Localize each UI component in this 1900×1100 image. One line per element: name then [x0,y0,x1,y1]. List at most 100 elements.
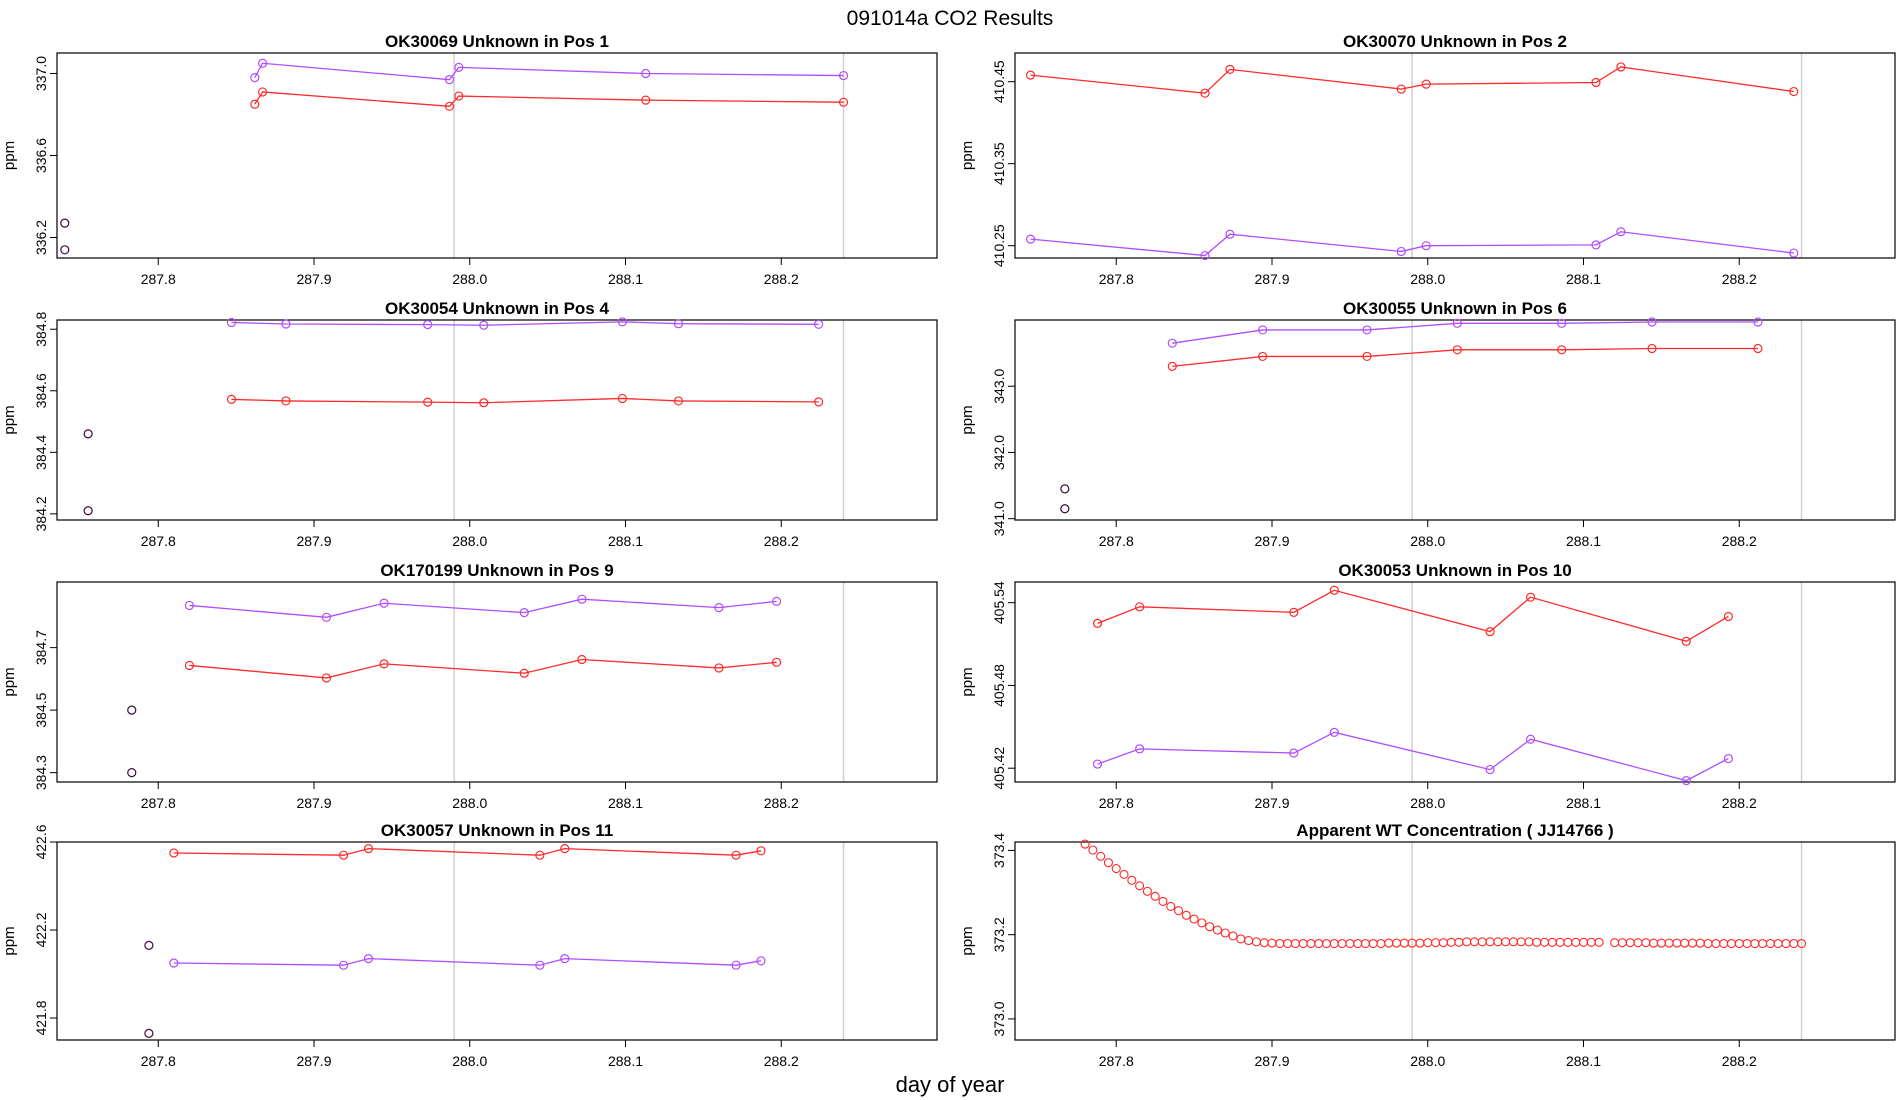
x-tick-label: 288.0 [452,795,487,811]
data-point-purple [814,319,824,329]
series-line-red [1097,589,1729,643]
x-tick-label: 288.1 [1566,1053,1601,1069]
y-tick-label: 384.2 [33,496,49,531]
y-tick-label: 384.7 [33,630,49,665]
x-tick-label: 288.1 [608,795,643,811]
data-point-purple [617,317,627,327]
scatter-point [1501,937,1511,947]
scatter-point [1135,881,1145,891]
data-point-red [519,668,529,678]
scatter-point [1524,937,1534,947]
y-tick-label: 422.6 [33,824,49,859]
x-tick-label: 287.9 [296,533,331,549]
data-point-purple [1789,248,1799,258]
y-tick-label: 405.42 [991,747,1007,790]
x-tick-label: 288.1 [608,1053,643,1069]
data-point-purple [1258,325,1268,335]
scatter-point [1127,875,1137,885]
early-point [144,940,154,951]
scatter-point [1789,938,1799,949]
scatter-point [1726,938,1737,949]
data-point-red [226,394,237,404]
x-tick-label: 287.8 [141,795,176,811]
data-point-red [1362,351,1372,362]
data-point-red [1647,343,1657,354]
y-tick-label: 422.2 [33,912,49,947]
scatter-point [1150,891,1160,901]
data-point-purple [363,953,374,964]
data-point-red [1200,88,1210,98]
scatter-point [1485,937,1495,947]
plot-frame [1014,52,1896,259]
scatter-point [1477,937,1487,947]
chart-panel: OK30055 Unknown in Pos 6 287.8 287.9 288.0 2… [959,299,1896,549]
data-point-purple [379,598,389,608]
scatter-point [1571,937,1581,947]
scatter-point [1672,938,1682,948]
data-point-purple [423,320,433,330]
data-point-red [1789,86,1799,97]
scatter-point [1454,937,1464,947]
scatter-point [1711,938,1721,949]
plot-frame [56,319,938,521]
x-tick-label: 287.8 [1099,795,1134,811]
y-tick-label: 373.4 [991,833,1007,868]
scatter-point [1516,937,1526,947]
scatter-point [1796,938,1807,949]
data-point-purple [1421,241,1431,251]
data-point-purple [1647,317,1657,327]
early-point [60,218,70,228]
x-tick-label: 288.0 [452,271,487,287]
scatter-point [1415,938,1425,948]
y-tick-label: 410.45 [991,60,1007,103]
scatter-point [1158,896,1168,906]
scatter-point [1758,938,1768,949]
scatter-point [1181,910,1191,920]
data-point-purple [1329,727,1339,737]
y-tick-label: 405.48 [991,664,1007,707]
data-point-red [814,397,824,407]
y-tick-label: 384.3 [33,755,49,790]
data-point-purple [1167,338,1177,348]
x-tick-label: 288.2 [1722,1053,1757,1069]
y-tick-label: 373.2 [991,917,1007,952]
y-tick-label: 421.8 [33,1000,49,1035]
data-point-purple [479,320,489,330]
data-point-red [1289,607,1299,617]
chart-panel: OK30069 Unknown in Pos 1 287.8 287.9 288.0 2… [1,32,938,287]
series-line-purple [189,598,777,618]
y-tick-label: 343.0 [991,369,1007,404]
data-point-purple [673,319,684,329]
scatter-point [1298,938,1308,949]
scatter-point [1392,938,1402,948]
series-line-purple [1172,321,1758,344]
series-line-purple [254,62,844,81]
data-point-red [281,396,291,406]
data-point-red [641,95,651,105]
data-point-purple [338,960,349,970]
scatter-point [1267,938,1277,948]
data-point-purple [756,956,766,966]
data-point-red [577,654,587,665]
y-axis-label: ppm [959,926,976,955]
x-tick-label: 287.8 [1099,1053,1134,1069]
scatter-point [1719,938,1729,949]
data-point-red [321,673,332,683]
data-point-red [535,850,545,860]
x-tick-label: 287.9 [1254,271,1289,287]
scatter-point [1555,937,1565,947]
x-tick-label: 287.9 [296,795,331,811]
figure-xlabel: day of year [896,1072,1005,1097]
scatter-point [1197,918,1207,928]
scatter-point [1438,938,1448,948]
data-point-purple [519,608,529,618]
y-axis-label: ppm [1,926,18,955]
y-axis-label: ppm [1,405,18,434]
data-point-purple [169,958,179,968]
x-tick-label: 288.1 [608,271,643,287]
series-line-purple [173,957,762,966]
data-point-purple [838,70,849,81]
data-point-purple [444,75,455,85]
data-point-purple [1616,227,1626,237]
panel-title: Apparent WT Concentration ( JJ14766 ) [1296,821,1613,840]
